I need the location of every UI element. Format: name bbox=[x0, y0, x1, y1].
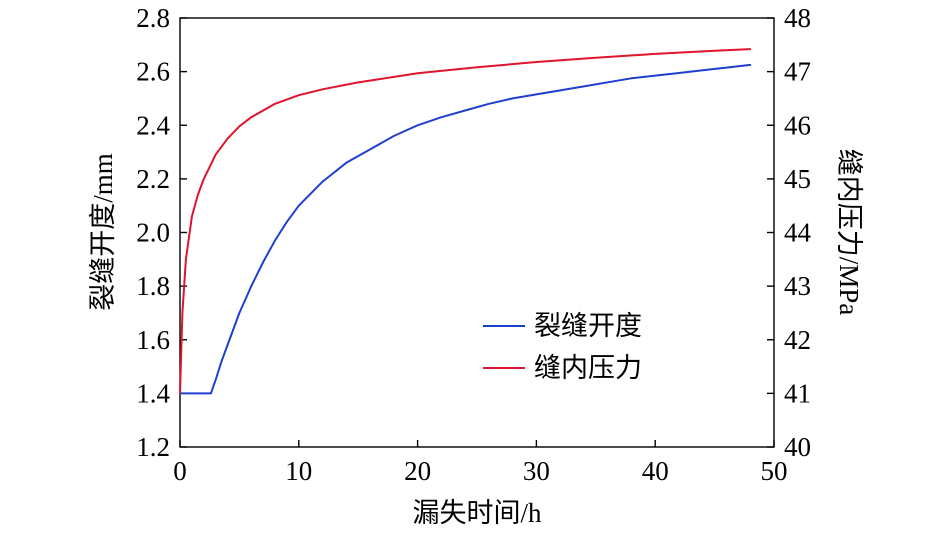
x-tick-label: 30 bbox=[523, 456, 550, 486]
right-y-tick-label: 43 bbox=[784, 271, 811, 301]
legend: 裂缝开度 缝内压力 bbox=[483, 311, 642, 383]
right-y-axis-ticks: 40 41 42 43 44 45 46 47 48 bbox=[767, 3, 812, 462]
series-layer bbox=[179, 48, 752, 395]
x-tick-label: 10 bbox=[285, 456, 312, 486]
right-y-tick-label: 40 bbox=[784, 432, 811, 462]
x-tick-label: 40 bbox=[642, 456, 669, 486]
series-line-fracture-opening bbox=[179, 63, 752, 395]
series-line-in-fracture-pressure bbox=[179, 48, 752, 395]
right-y-tick-label: 44 bbox=[784, 218, 812, 248]
x-axis-label: 漏失时间/h bbox=[412, 498, 542, 528]
left-y-tick-label: 2.4 bbox=[136, 110, 170, 140]
left-y-tick-label: 2.2 bbox=[136, 164, 170, 194]
right-y-axis-label: 缝内压力/MPa bbox=[834, 149, 864, 316]
left-y-tick-label: 1.8 bbox=[136, 271, 170, 301]
left-y-tick-label: 1.6 bbox=[136, 325, 170, 355]
left-y-axis-label: 裂缝开度/mm bbox=[88, 153, 118, 311]
right-y-tick-label: 41 bbox=[784, 378, 811, 408]
left-y-tick-label: 1.2 bbox=[136, 432, 170, 462]
legend-label-pressure: 缝内压力 bbox=[534, 353, 642, 383]
left-y-tick-label: 2.8 bbox=[136, 3, 170, 33]
legend-label-opening: 裂缝开度 bbox=[534, 311, 642, 341]
left-y-axis-ticks: 1.2 1.4 1.6 1.8 2.0 2.2 2.4 2.6 2.8 bbox=[136, 3, 187, 462]
x-tick-label: 50 bbox=[761, 456, 788, 486]
right-y-tick-label: 45 bbox=[784, 164, 811, 194]
right-y-tick-label: 48 bbox=[784, 3, 811, 33]
right-y-tick-label: 46 bbox=[784, 110, 811, 140]
right-y-tick-label: 42 bbox=[784, 325, 811, 355]
x-tick-label: 0 bbox=[173, 456, 187, 486]
left-y-tick-label: 2.6 bbox=[136, 57, 170, 87]
x-tick-label: 20 bbox=[404, 456, 431, 486]
left-y-tick-label: 1.4 bbox=[136, 378, 170, 408]
right-y-tick-label: 47 bbox=[784, 57, 811, 87]
x-axis-ticks: 0 10 20 30 40 50 bbox=[173, 440, 788, 486]
left-y-tick-label: 2.0 bbox=[136, 218, 170, 248]
plot-frame bbox=[179, 17, 775, 448]
